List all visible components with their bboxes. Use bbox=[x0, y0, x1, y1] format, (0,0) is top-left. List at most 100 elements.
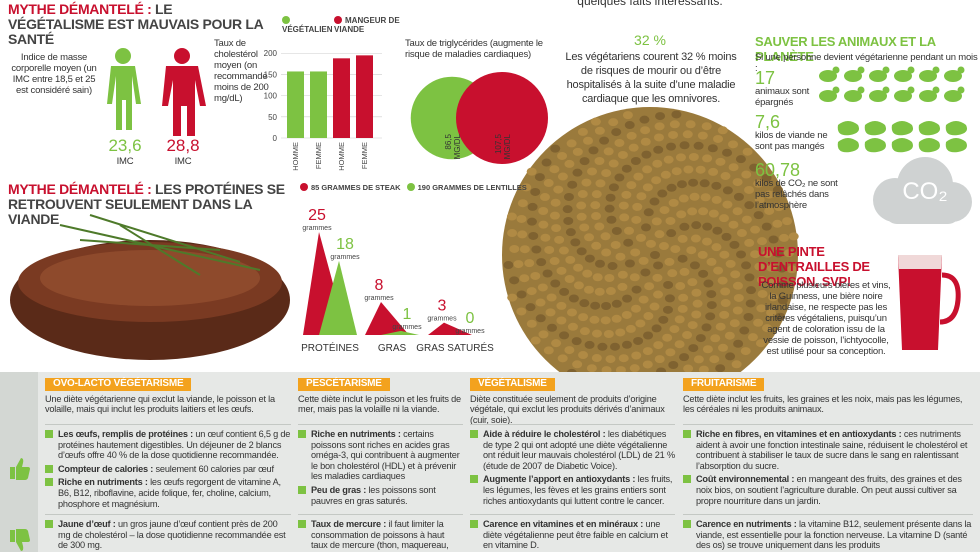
lentil bbox=[670, 245, 681, 254]
icons bbox=[819, 66, 967, 153]
diet-item: Les œufs, remplis de protéines : un œuf … bbox=[45, 429, 291, 461]
thumbs bbox=[10, 458, 30, 551]
lentil bbox=[640, 137, 651, 146]
lentil bbox=[651, 324, 662, 333]
diets-panel: OVO-LACTO VÉGÉTARISME Une diète végétarie… bbox=[0, 372, 980, 552]
lentil bbox=[590, 201, 601, 210]
lentil bbox=[624, 121, 635, 130]
lentil bbox=[677, 254, 688, 263]
diet-name: FRUITARISME bbox=[683, 378, 765, 391]
lentil bbox=[747, 333, 758, 342]
chicken-icon bbox=[919, 70, 937, 82]
lentil bbox=[653, 145, 664, 154]
item-lead: Riche en nutriments : bbox=[311, 429, 401, 439]
legend-item: 190 GRAMMES DE LENTILLES bbox=[406, 183, 527, 192]
item-text: un œuf contient 6,5 g de protéines haute… bbox=[58, 429, 291, 461]
lentil bbox=[543, 179, 554, 188]
lentil bbox=[702, 222, 713, 231]
y-tick-label: 100 bbox=[264, 92, 278, 101]
lentil bbox=[615, 328, 626, 337]
planet-text: kilos de viande ne sont pas mangés bbox=[755, 130, 828, 152]
lentil bbox=[517, 199, 528, 208]
chicken-icon bbox=[882, 66, 890, 74]
lentil bbox=[693, 141, 704, 150]
lentil bbox=[728, 220, 739, 229]
lentil bbox=[606, 215, 617, 224]
lentil bbox=[591, 190, 602, 199]
lentil bbox=[653, 290, 664, 299]
lentil bbox=[624, 259, 635, 268]
bullet bbox=[470, 475, 478, 484]
lentil bbox=[591, 212, 602, 221]
lentil bbox=[625, 324, 636, 333]
lentil bbox=[643, 331, 654, 340]
triglyceride-circle bbox=[456, 72, 548, 164]
lentil bbox=[772, 185, 783, 194]
lentil bbox=[582, 269, 593, 278]
lentil bbox=[786, 265, 797, 274]
lentil bbox=[690, 234, 701, 243]
lentil bbox=[618, 354, 629, 363]
lentil bbox=[556, 266, 567, 275]
lentil bbox=[597, 342, 608, 351]
diet-name: PESCÉTARISME bbox=[298, 378, 390, 391]
diet-column: OVO-LACTO VÉGÉTARISME Une diète végétarie… bbox=[45, 372, 291, 552]
lentil-texture bbox=[503, 110, 799, 372]
lentil bbox=[629, 364, 640, 372]
lentil bbox=[586, 364, 597, 372]
lentil bbox=[605, 193, 616, 202]
item-text: ces nutriments aident à avoir une foncti… bbox=[696, 429, 968, 471]
lentil bbox=[735, 155, 746, 164]
facts-text: Les végétariens courent 32 % moins de ri… bbox=[565, 51, 737, 105]
lentil bbox=[535, 314, 546, 323]
lentil bbox=[713, 266, 724, 275]
unit-label: grammes bbox=[302, 225, 332, 232]
lentil bbox=[621, 164, 632, 173]
lentil bbox=[558, 246, 569, 255]
lentil bbox=[741, 261, 752, 270]
lentil bbox=[653, 341, 664, 350]
diet-pros: Les œufs, remplis de protéines : un œuf … bbox=[45, 424, 291, 512]
pint-glass bbox=[898, 255, 961, 350]
lentil bbox=[663, 280, 674, 289]
triangle bbox=[428, 322, 472, 335]
bmi-value: 23,6 bbox=[108, 136, 142, 155]
lentil bbox=[744, 273, 755, 282]
lentil bbox=[720, 287, 731, 296]
category-label: GRAS SATURÉS bbox=[416, 341, 494, 354]
lentil bbox=[600, 316, 611, 325]
item-lead: Taux de mercure : bbox=[311, 519, 387, 529]
lentil bbox=[601, 248, 612, 257]
lentil bbox=[595, 179, 606, 188]
lentil bbox=[519, 274, 530, 283]
lentil bbox=[732, 207, 743, 216]
lentil bbox=[614, 173, 625, 182]
steak-icon bbox=[918, 138, 940, 153]
lentil bbox=[544, 245, 555, 254]
lentil bbox=[666, 142, 677, 151]
diet-column: FRUITARISME Cette diète inclut les fruits… bbox=[683, 372, 973, 552]
lentil bbox=[618, 201, 629, 210]
diet-cons: Taux de mercure : il faut limiter la con… bbox=[298, 514, 463, 552]
lentil bbox=[550, 279, 561, 288]
lentil bbox=[576, 201, 587, 210]
lentil bbox=[711, 181, 722, 190]
lentil bbox=[675, 153, 686, 162]
y-tick-label: 50 bbox=[268, 113, 277, 122]
lentil bbox=[642, 360, 653, 369]
lentil bbox=[717, 276, 728, 285]
lentil bbox=[669, 325, 680, 334]
diet-item: Coût environnemental : en mangeant des f… bbox=[683, 474, 973, 506]
lentil bbox=[611, 226, 622, 235]
lentil bbox=[778, 280, 789, 289]
lentil bbox=[749, 163, 760, 172]
lentil bbox=[719, 310, 730, 319]
lentil bbox=[733, 339, 744, 348]
lentil bbox=[563, 216, 574, 225]
lentil bbox=[706, 290, 717, 299]
lentil bbox=[604, 274, 615, 283]
lentil bbox=[757, 237, 768, 246]
diet-item: Riche en nutriments : certains poissons … bbox=[298, 429, 463, 482]
lentil bbox=[683, 364, 694, 372]
lentil bbox=[654, 355, 665, 364]
